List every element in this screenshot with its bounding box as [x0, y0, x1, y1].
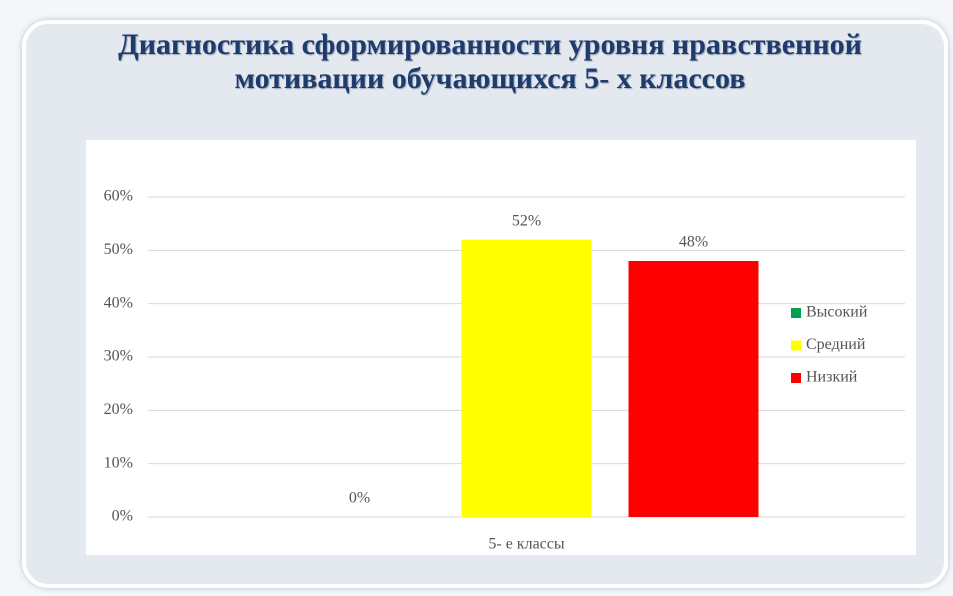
- bar: [461, 239, 592, 517]
- legend-swatch: [791, 340, 801, 351]
- y-tick-label: 60%: [104, 188, 133, 205]
- y-tick-label: 0%: [112, 508, 133, 525]
- y-tick-label: 40%: [104, 294, 133, 311]
- chart-title: Диагностика сформированности уровня нрав…: [118, 28, 862, 95]
- y-tick-label: 30%: [104, 348, 133, 365]
- bar: [628, 261, 759, 517]
- y-tick-label: 50%: [104, 241, 133, 258]
- data-label: 48%: [679, 234, 708, 251]
- data-label: 52%: [512, 212, 541, 229]
- x-tick-label: 5- е классы: [488, 536, 564, 553]
- data-label: 0%: [349, 490, 370, 507]
- legend-label: Средний: [806, 336, 866, 353]
- y-tick-label: 10%: [104, 454, 133, 471]
- legend-swatch: [791, 308, 801, 318]
- legend-swatch: [791, 373, 801, 383]
- legend-label: Низкий: [806, 369, 858, 386]
- legend-label: Высокий: [806, 304, 868, 321]
- y-tick-label: 20%: [104, 401, 133, 418]
